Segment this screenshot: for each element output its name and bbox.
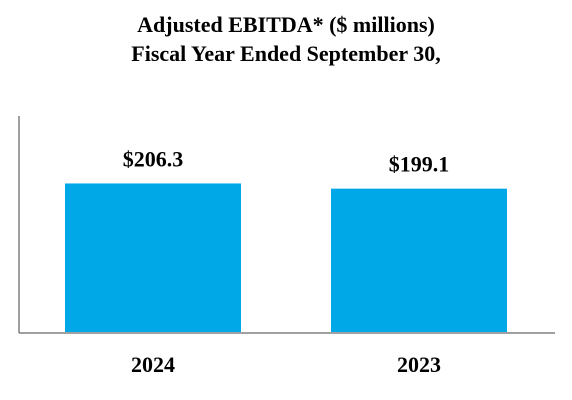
data-label-2024: $206.3 bbox=[123, 146, 184, 171]
x-tick-label-2023: 2023 bbox=[397, 352, 441, 377]
chart-subtitle: Fiscal Year Ended September 30, bbox=[131, 41, 441, 66]
bars-group: $206.3 2024 $199.1 2023 bbox=[65, 146, 507, 377]
bar-2024 bbox=[65, 183, 241, 332]
x-tick-label-2024: 2024 bbox=[131, 352, 175, 377]
chart-title-block: Adjusted EBITDA* ($ millions) Fiscal Yea… bbox=[0, 10, 572, 68]
chart-title: Adjusted EBITDA* ($ millions) bbox=[137, 12, 435, 37]
data-label-2023: $199.1 bbox=[389, 152, 450, 177]
bar-2023 bbox=[331, 188, 507, 332]
